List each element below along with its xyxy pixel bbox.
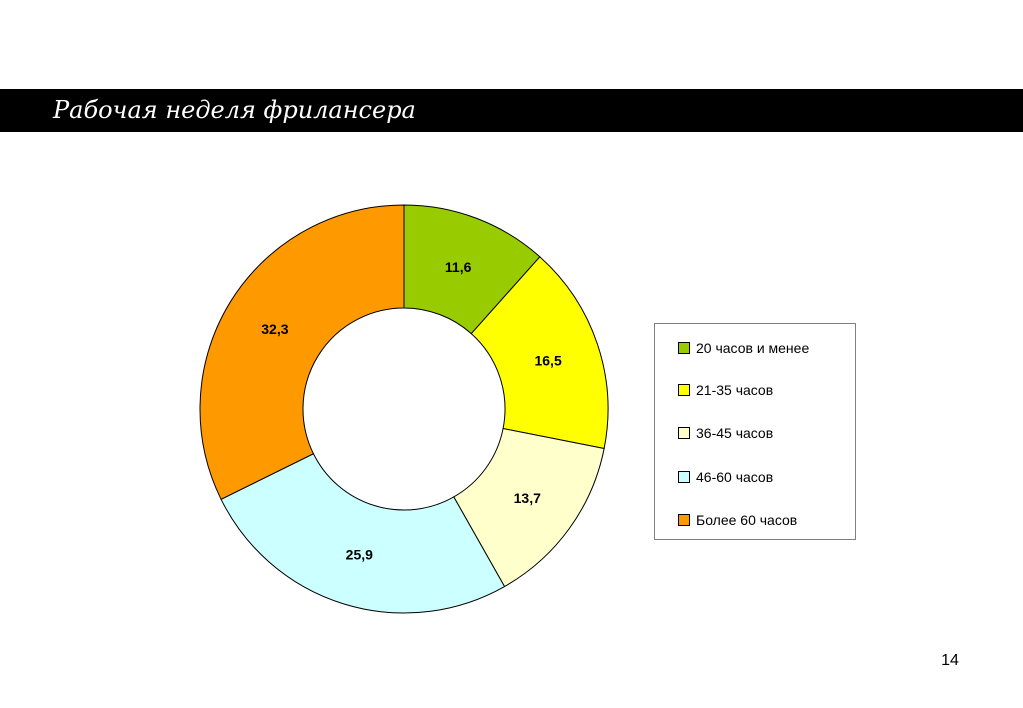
slice-value-label: 25,9 [346,546,373,562]
legend-item: 36-45 часов [678,423,773,443]
legend-label: Более 60 часов [696,512,798,528]
legend-swatch [678,342,690,354]
legend-item: 21-35 часов [678,380,773,400]
donut-slice [470,256,609,450]
legend-swatch [678,514,690,526]
legend-label: 36-45 часов [696,425,774,441]
legend-swatch [678,384,690,396]
page-number: 14 [941,652,959,669]
legend-item: 46-60 часов [678,467,773,487]
legend-item: Более 60 часов [678,510,797,530]
legend-label: 46-60 часов [696,469,774,485]
slice-value-label: 32,3 [261,321,288,337]
legend-item: 20 часов и менее [678,338,809,358]
donut-slice [199,204,405,500]
legend-swatch [678,427,690,439]
legend-label: 20 часов и менее [696,340,810,356]
legend-label: 21-35 часов [696,382,774,398]
chart-legend: 20 часов и менее 21-35 часов 36-45 часов… [654,323,856,540]
title-bar: Рабочая неделя фрилансера [0,89,1023,132]
slide-title: Рабочая неделя фрилансера [53,96,416,124]
slice-value-label: 13,7 [514,490,541,506]
donut-slice [220,453,506,614]
legend-swatch [678,471,690,483]
slice-value-label: 11,6 [445,259,472,275]
slice-value-label: 16,5 [534,353,561,369]
